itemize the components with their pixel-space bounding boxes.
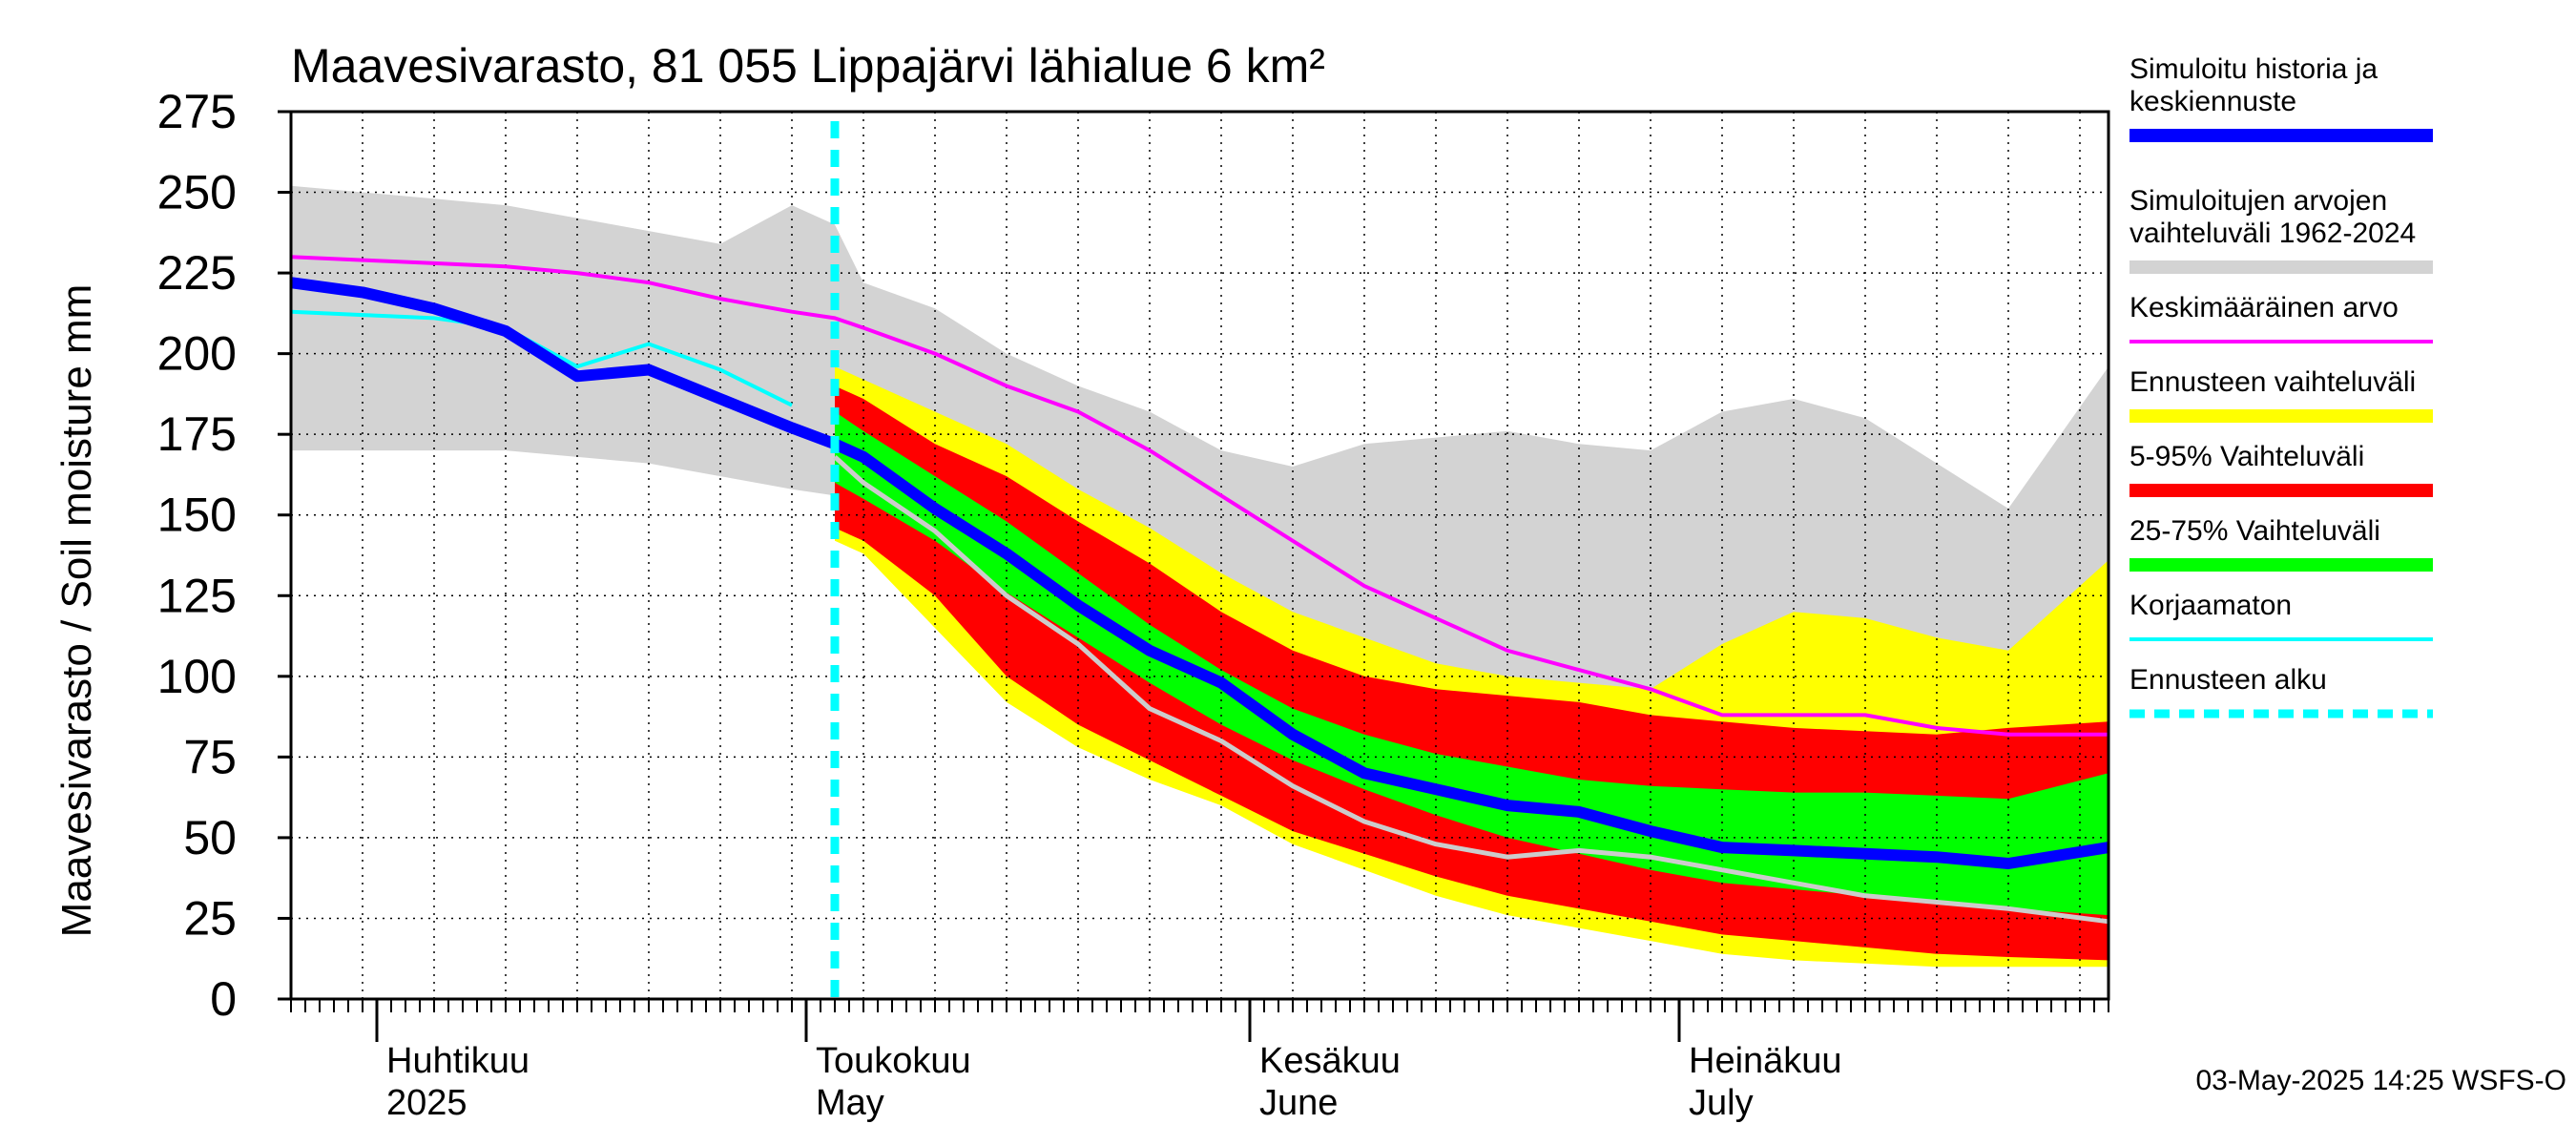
y-tick-label: 0 (210, 972, 237, 1026)
x-ticks (290, 999, 2109, 1042)
month-label: Huhtikuu (386, 1041, 530, 1081)
y-tick-label: 50 (183, 811, 237, 864)
month-sublabel: July (1689, 1083, 1754, 1123)
legend-label: Keskimääräinen arvo (2129, 292, 2399, 323)
month-sublabel: June (1259, 1083, 1338, 1123)
legend-label: keskiennuste (2129, 86, 2296, 117)
legend-label: vaihteluväli 1962-2024 (2129, 218, 2416, 249)
month-label: Kesäkuu (1259, 1041, 1401, 1081)
y-ticks: 0 25 50 75 100 125 150 175 200 225 250 275 (157, 85, 291, 1026)
series-line-3 (290, 277, 2109, 869)
legend-label: Simuloitujen arvojen (2129, 185, 2387, 217)
legend-label: 5-95% Vaihteluväli (2129, 441, 2364, 472)
y-tick-label: 125 (157, 569, 237, 622)
y-tick-label: 25 (183, 891, 237, 945)
month-label: Toukokuu (816, 1041, 971, 1081)
y-axis-label: Maavesivarasto / Soil moisture mm (53, 284, 100, 938)
y-tick-label: 225 (157, 246, 237, 300)
series-line-2 (833, 455, 2109, 925)
line-layer (290, 255, 2109, 925)
plot-frame (289, 110, 2110, 1001)
legend-label: Korjaamaton (2129, 590, 2292, 621)
chart-title: Maavesivarasto, 81 055 Lippajärvi lähial… (291, 39, 1325, 93)
month-sublabel: May (816, 1083, 884, 1123)
legend-label: Ennusteen alku (2129, 664, 2327, 696)
y-tick-label: 75 (183, 730, 237, 783)
month-sublabel: 2025 (386, 1083, 467, 1123)
legend-label: 25-75% Vaihteluväli (2129, 515, 2380, 547)
y-tick-label: 275 (157, 85, 237, 138)
legend-label: Simuloitu historia ja (2129, 53, 2378, 85)
y-tick-label: 200 (157, 327, 237, 381)
timestamp: 03-May-2025 14:25 WSFS-O (2196, 1065, 2567, 1096)
series-line-0 (290, 255, 2109, 737)
legend-label: Ennusteen vaihteluväli (2129, 366, 2416, 398)
y-tick-label: 100 (157, 650, 237, 703)
grid (291, 111, 2109, 1000)
month-label: Heinäkuu (1689, 1041, 1842, 1081)
y-tick-label: 150 (157, 489, 237, 542)
y-tick-label: 250 (157, 166, 237, 219)
y-tick-label: 175 (157, 407, 237, 461)
